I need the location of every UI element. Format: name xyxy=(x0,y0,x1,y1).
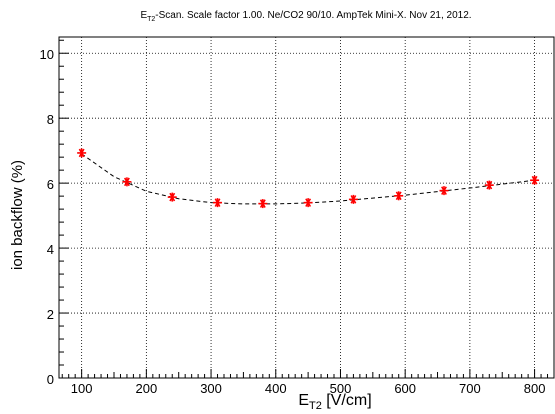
data-markers xyxy=(77,148,540,209)
x-tick-label: 100 xyxy=(71,381,93,396)
y-tick-label: 2 xyxy=(47,307,54,322)
x-axis-title-sub: T2 xyxy=(309,400,322,412)
data-point xyxy=(167,192,177,202)
tick-labels-layer: 100 200 300 400 500 600 700 800 0 2 4 6 8 10 xyxy=(40,47,546,396)
data-point xyxy=(530,175,540,185)
chart-title-main: E xyxy=(140,10,147,21)
data-point xyxy=(122,177,132,187)
data-point xyxy=(213,198,223,208)
y-tick-label: 8 xyxy=(47,112,54,127)
x-axis-title: ET2 [V/cm] xyxy=(298,392,371,412)
x-axis-title-rest: [V/cm] xyxy=(322,392,372,409)
data-point xyxy=(394,191,404,201)
data-point xyxy=(348,194,358,204)
grid-layer xyxy=(59,37,554,379)
x-axis-title-main: E xyxy=(298,392,309,409)
x-tick-label: 300 xyxy=(200,381,222,396)
fit-curve xyxy=(81,153,535,205)
data-point xyxy=(258,199,268,209)
y-tick-label: 0 xyxy=(47,372,54,387)
x-tick-label: 800 xyxy=(524,381,546,396)
chart-title-sub: T2 xyxy=(147,16,155,23)
x-tick-label: 700 xyxy=(459,381,481,396)
plot-frame xyxy=(58,36,555,379)
x-tick-label: 500 xyxy=(330,381,352,396)
chart-title: ET2-Scan. Scale factor 1.00. Ne/CO2 90/1… xyxy=(140,10,471,23)
x-tick-label: 400 xyxy=(265,381,287,396)
y-tick-label: 4 xyxy=(47,242,54,257)
ticks-layer xyxy=(59,39,555,379)
data-point xyxy=(77,148,87,158)
y-tick-label: 6 xyxy=(47,177,54,192)
data-point xyxy=(303,198,313,208)
y-axis-title: ion backflow (%) xyxy=(9,160,26,270)
y-tick-label: 10 xyxy=(40,47,54,62)
data-point xyxy=(484,180,494,190)
x-tick-label: 200 xyxy=(136,381,158,396)
x-tick-label: 600 xyxy=(394,381,416,396)
data-point xyxy=(439,186,449,196)
chart-title-rest: -Scan. Scale factor 1.00. Ne/CO2 90/10. … xyxy=(155,10,471,21)
